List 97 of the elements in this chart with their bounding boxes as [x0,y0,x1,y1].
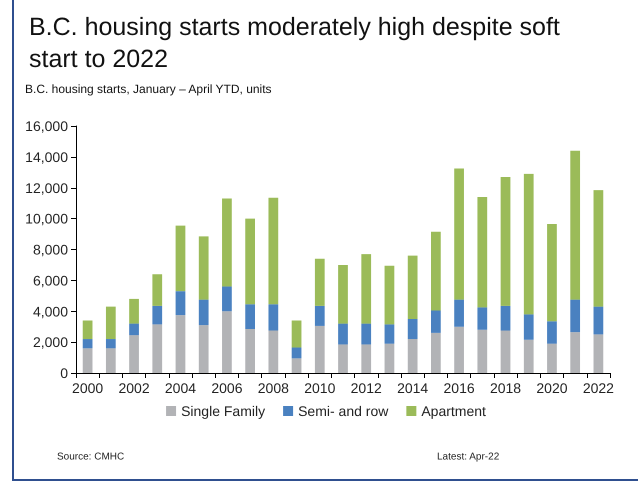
bar [198,300,209,326]
bar [547,321,557,344]
y-tick-label: 0 [60,365,68,381]
x-tick-label: 2004 [164,380,196,396]
x-tick-label: 2006 [211,380,243,396]
y-tick-label: 8,000 [32,242,68,258]
bar [106,306,116,340]
bar [594,190,604,307]
bar [547,344,557,373]
bar [268,330,278,373]
bar [454,326,464,373]
bar [430,232,441,310]
bar [338,344,348,373]
bar [500,306,510,331]
legend-label: Semi- and row [298,403,390,419]
bar [292,358,302,373]
bar [176,315,186,373]
bar [106,339,116,348]
y-tick-label: 16,000 [25,118,68,134]
x-tick-label: 2016 [444,380,475,396]
bar [430,310,441,333]
bar [477,330,488,373]
y-tick-label: 14,000 [25,148,68,165]
bar [292,348,302,358]
bar [477,307,488,330]
x-tick-label: 2020 [536,380,568,396]
bar [454,300,464,327]
bar [106,348,116,373]
bar [245,218,256,304]
bar [594,306,604,334]
bar [361,254,372,324]
x-tick-label: 2022 [582,380,614,396]
bar [176,226,186,292]
bar [314,326,325,373]
bar [314,258,325,306]
bar [361,324,372,344]
x-tick-label: 2012 [350,380,382,396]
chart-title: B.C. housing starts moderately high despite soft start to 2022 [29,13,567,73]
bar [384,344,394,373]
bar [82,320,92,340]
source-note: Source: CMHC [57,452,124,462]
x-tick-label: 2010 [304,380,336,396]
bar [129,298,139,324]
bar [384,324,394,344]
x-tick-label: 2014 [397,380,428,396]
bar [222,286,232,312]
x-tick-label: 2008 [258,380,290,396]
bar [152,274,162,306]
bar [454,168,464,300]
bar [408,318,418,340]
bar [152,324,162,373]
bar [176,291,186,316]
legend-label: Single Family [181,403,266,419]
bar [361,344,372,373]
bar [268,304,278,331]
bar [292,320,302,348]
bar [524,174,534,314]
bar [152,306,162,324]
bar [500,176,510,306]
bar [338,324,348,344]
bar [268,198,278,304]
bar [384,266,394,324]
x-tick-label: 2002 [118,380,150,396]
x-tick-label: 2018 [490,380,522,396]
bar [500,330,510,373]
bar [408,256,418,319]
bar [524,340,534,373]
bar [222,311,232,373]
y-tick-label: 10,000 [25,210,68,227]
bar [594,334,604,373]
legend-label: Apartment [421,403,486,419]
text: Latest: Apr-22 [437,452,500,462]
bar [570,150,580,300]
bar [222,198,232,287]
y-tick-label: 12,000 [25,180,68,196]
bar [547,224,557,322]
bar [82,348,92,373]
bar [524,314,534,340]
bar [82,339,92,348]
bar [314,306,325,326]
bar [245,304,256,330]
bar [338,264,348,324]
y-tick-label: 4,000 [32,303,68,320]
bar [477,197,488,308]
bar [570,300,580,332]
x-tick-label: 2000 [72,380,104,396]
bar [408,339,418,373]
bar [129,324,139,336]
y-tick-label: 2,000 [32,334,68,350]
bar [570,332,580,373]
chart-subtitle: B.C. housing starts, January – April YTD, units [25,82,272,96]
bar [198,236,209,300]
y-tick-label: 6,000 [32,272,68,288]
bar [198,325,209,373]
bar [430,332,441,373]
bar [245,329,256,373]
bar [129,335,139,373]
